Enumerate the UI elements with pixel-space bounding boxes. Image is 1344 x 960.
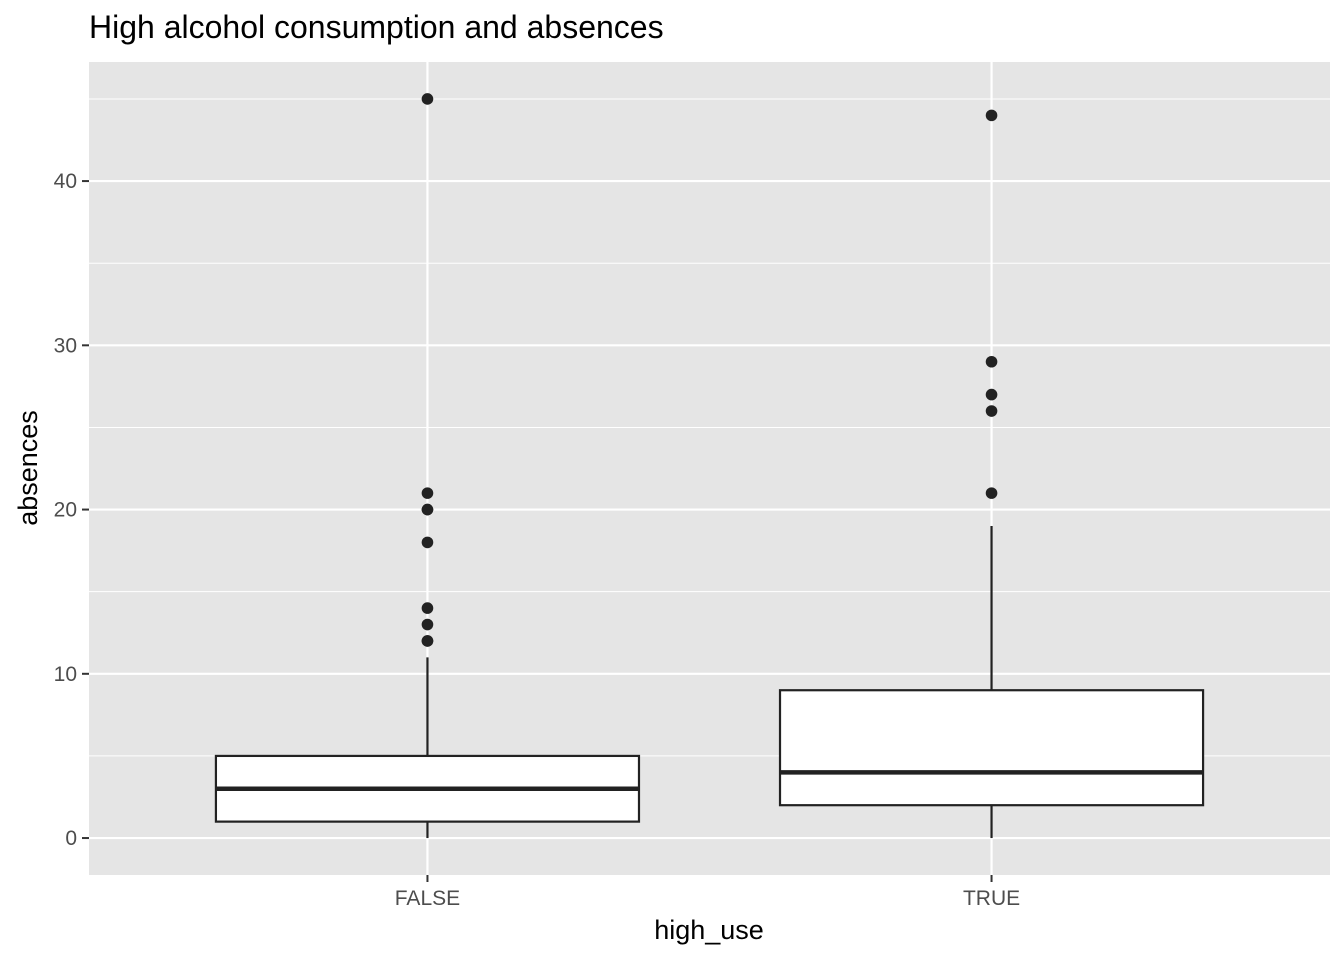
y-tick-label: 10 xyxy=(54,663,77,686)
y-axis-title: absences xyxy=(13,410,43,526)
y-tick-label: 20 xyxy=(54,499,77,522)
y-tick-label: 40 xyxy=(54,170,77,193)
outlier-point xyxy=(421,93,434,105)
y-tick-label: 30 xyxy=(54,334,77,357)
chart-title: High alcohol consumption and absences xyxy=(89,9,664,45)
boxplots xyxy=(214,93,1205,839)
boxplot-false xyxy=(214,93,641,839)
iqr-box xyxy=(778,689,1205,807)
outlier-point xyxy=(421,503,434,516)
outlier-point xyxy=(421,618,434,631)
outlier-point xyxy=(985,487,998,499)
outlier-point xyxy=(421,536,434,549)
outlier-point xyxy=(985,388,998,401)
outlier-point xyxy=(421,602,434,614)
y-tick-label: 0 xyxy=(65,827,77,850)
outlier-point xyxy=(421,487,434,499)
outlier-point xyxy=(985,405,998,417)
x-tick-label: FALSE xyxy=(395,887,460,910)
outlier-point xyxy=(985,355,998,368)
axes: 0 10 20 30 40 FALSE TRUE xyxy=(54,170,1020,910)
x-axis-title: high_use xyxy=(654,915,764,945)
outlier-point xyxy=(421,635,434,647)
outlier-point xyxy=(985,109,998,122)
boxplot-true xyxy=(778,109,1205,839)
x-tick-label: TRUE xyxy=(963,887,1020,910)
